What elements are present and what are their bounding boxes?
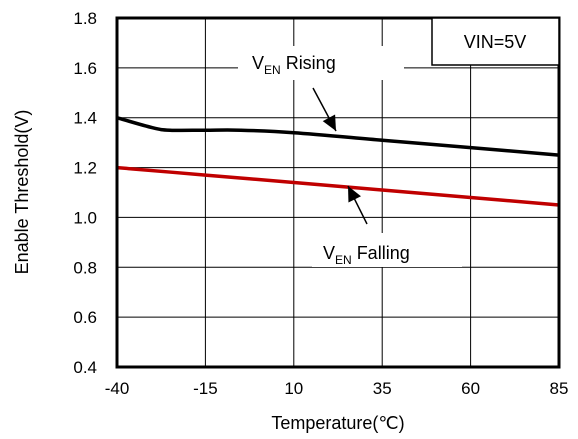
condition-box xyxy=(431,17,560,66)
rising-label-bg xyxy=(238,46,404,80)
x-tick-label: 35 xyxy=(373,379,392,398)
y-tick-label: 1.4 xyxy=(73,109,97,128)
x-tick-label: 10 xyxy=(284,379,303,398)
condition-label: VIN=5V xyxy=(464,32,527,52)
falling-label-main: V xyxy=(323,243,335,263)
y-tick-label: 0.6 xyxy=(73,308,97,327)
x-tick-labels: -40 -15 10 35 60 85 xyxy=(105,379,569,398)
x-tick-label: 85 xyxy=(550,379,569,398)
y-tick-label: 0.4 xyxy=(73,358,97,377)
falling-label: VEN Falling xyxy=(323,243,410,267)
x-tick-label: -40 xyxy=(105,379,130,398)
falling-series-line xyxy=(116,165,560,207)
falling-label-rest: Falling xyxy=(352,243,410,263)
rising-label-sub: EN xyxy=(264,63,281,77)
plot-frame xyxy=(115,16,561,369)
rising-arrow xyxy=(312,87,337,132)
rising-label-main: V xyxy=(252,53,264,73)
rising-series-line xyxy=(116,116,560,157)
annotation-arrows xyxy=(312,87,368,225)
rising-label-rest: Rising xyxy=(281,53,336,73)
y-axis-label: Enable Threshold(V) xyxy=(12,110,32,275)
rising-label: VEN Rising xyxy=(252,53,336,77)
y-tick-label: 1.0 xyxy=(73,208,97,227)
x-tick-label: -15 xyxy=(193,379,218,398)
y-tick-label: 1.2 xyxy=(73,159,97,178)
x-axis-label: Temperature(℃) xyxy=(271,413,404,433)
series-lines xyxy=(116,116,560,207)
y-tick-label: 0.8 xyxy=(73,258,97,277)
x-tick-label: 60 xyxy=(461,379,480,398)
y-tick-label: 1.6 xyxy=(73,59,97,78)
falling-label-bg xyxy=(312,233,462,267)
y-tick-label: 1.8 xyxy=(73,9,97,28)
falling-label-sub: EN xyxy=(335,253,352,267)
y-tick-labels: 0.4 0.6 0.8 1.0 1.2 1.4 1.6 1.8 xyxy=(73,9,97,377)
falling-arrow xyxy=(347,185,368,225)
